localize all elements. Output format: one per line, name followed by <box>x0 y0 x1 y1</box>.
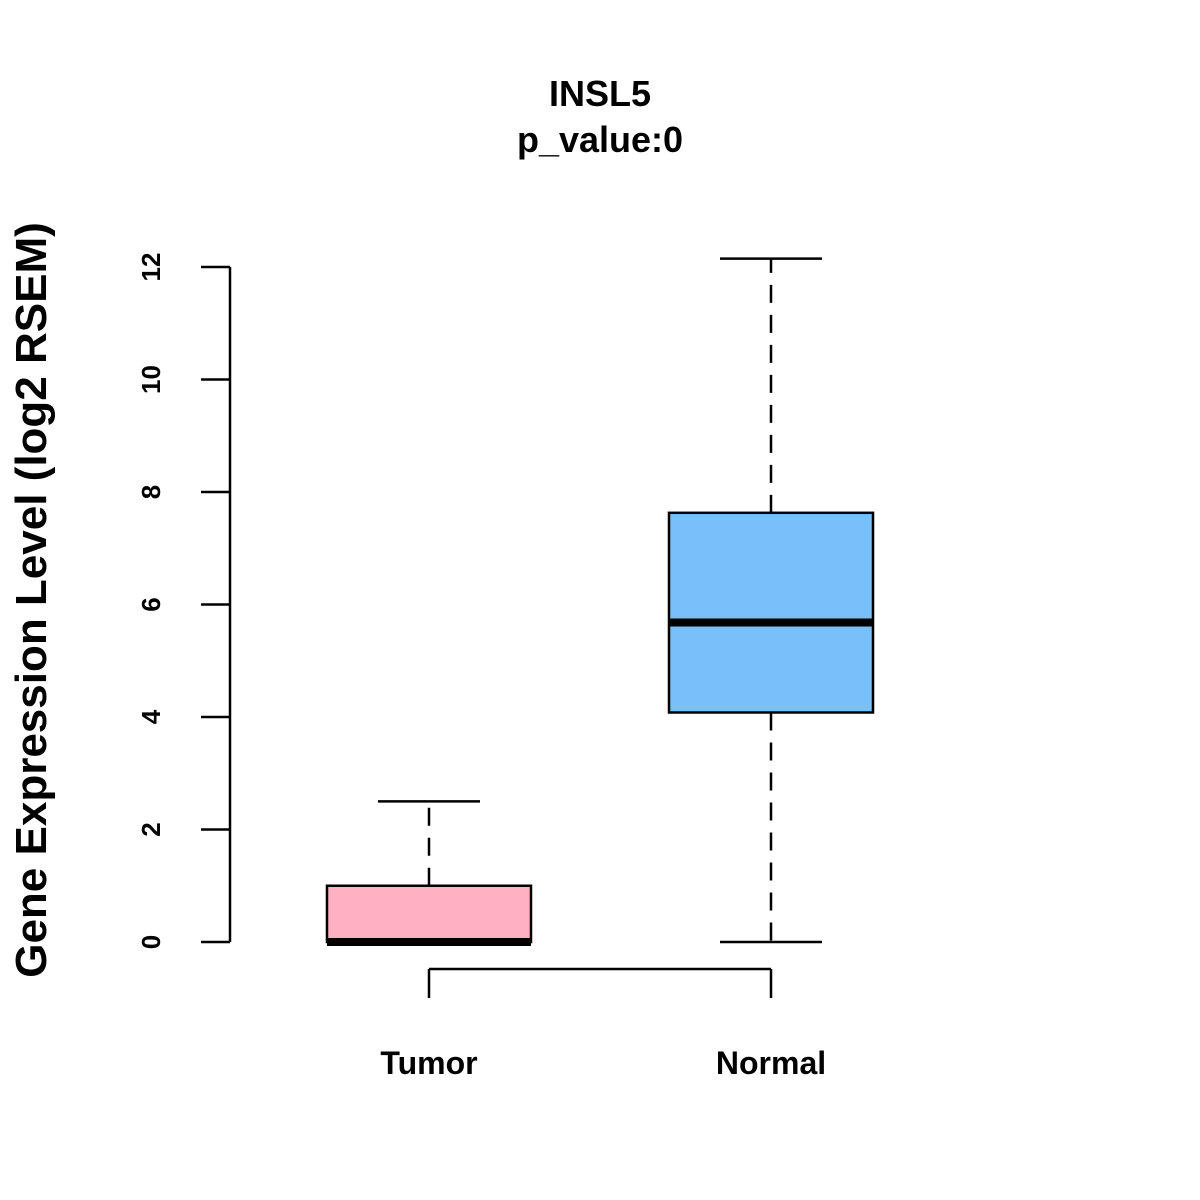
y-tick-label: 12 <box>136 253 166 282</box>
y-axis: 0 2 4 6 8 10 12 <box>136 253 232 949</box>
y-tick-label: 8 <box>136 485 166 499</box>
y-tick-label: 10 <box>136 365 166 394</box>
y-tick-label: 6 <box>136 597 166 611</box>
iqr-box <box>667 511 875 714</box>
category-labels: Tumor Normal <box>380 1045 826 1081</box>
box-normal <box>667 257 875 944</box>
y-tick-label: 4 <box>136 709 166 724</box>
boxes <box>325 257 875 946</box>
category-label-tumor: Tumor <box>380 1045 477 1081</box>
iqr-box <box>325 884 533 944</box>
y-tick-label: 2 <box>136 822 166 836</box>
chart-subtitle: p_value:0 <box>517 119 683 160</box>
y-tick-label: 0 <box>136 935 166 949</box>
category-label-normal: Normal <box>716 1045 826 1081</box>
box-tumor <box>325 800 533 946</box>
y-axis-label: Gene Expression Level (log2 RSEM) <box>7 222 56 978</box>
chart-title: INSL5 <box>549 73 651 114</box>
comparison-bracket <box>427 967 773 998</box>
